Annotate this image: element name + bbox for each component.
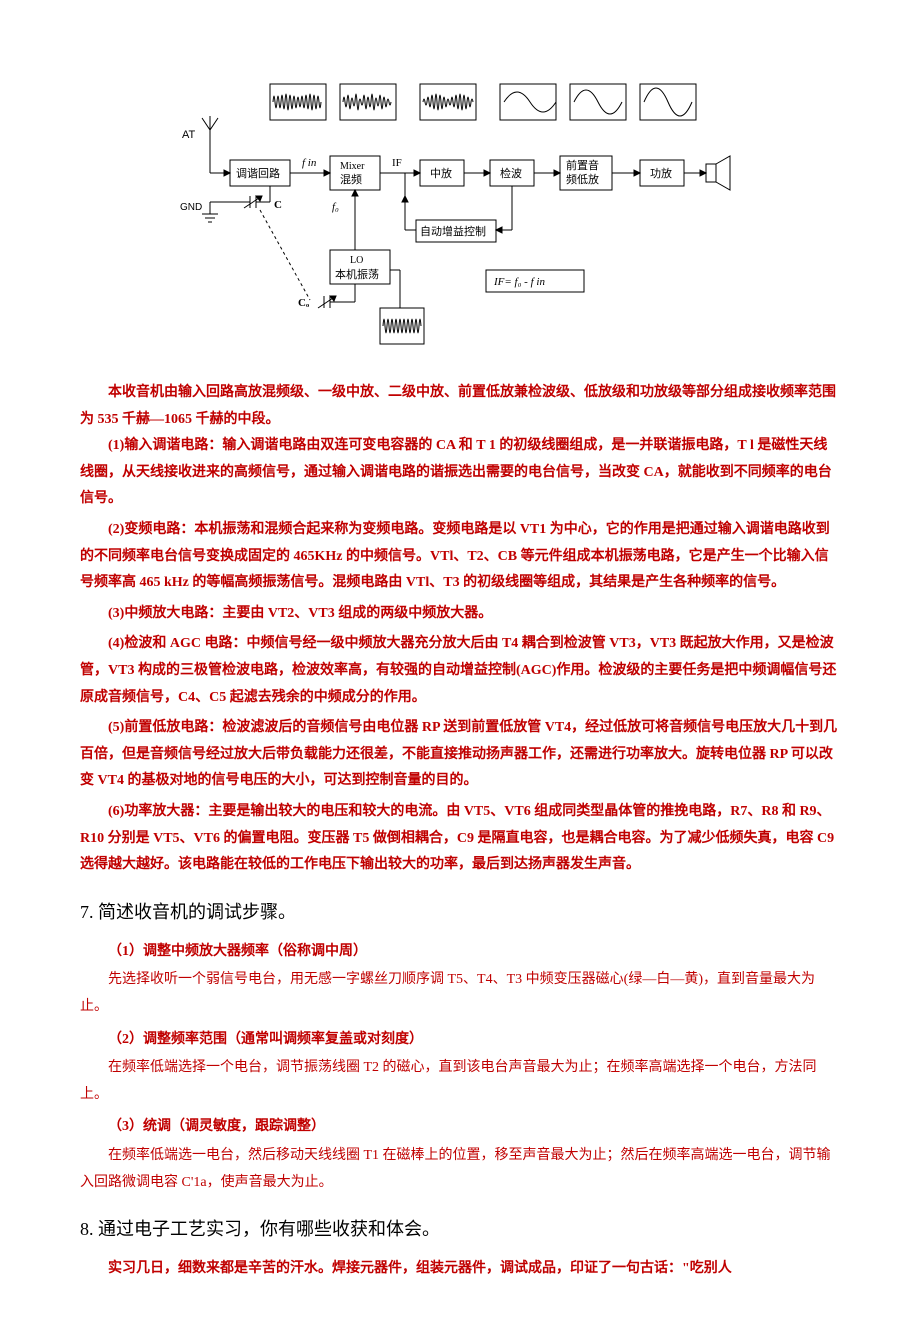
- fin-label: f in: [302, 157, 317, 169]
- tuning-label: 调谐回路: [236, 166, 280, 180]
- co-label: Cₒ: [298, 297, 309, 309]
- q7-step-title-1: （1）调整中频放大器频率（俗称调中周）: [80, 939, 840, 966]
- lo-label2: 本机振荡: [335, 267, 379, 281]
- intro-paragraph: 本收音机由输入回路高放混频级、一级中放、二级中放、前置低放兼检波级、低放级和功放…: [80, 380, 840, 433]
- c-label: C: [274, 199, 282, 211]
- section-prefix: (2): [108, 522, 124, 537]
- signal-box-3: [420, 84, 476, 120]
- q8-body: 实习几日，细数来都是辛苦的汗水。焊接元器件，组装元器件，调试成品，印证了一句古话…: [80, 1256, 840, 1283]
- section-prefix: (4): [108, 636, 124, 651]
- section-prefix: (1): [108, 438, 124, 453]
- signal-box-2: [340, 84, 396, 120]
- section-title: 功率放大器：: [124, 804, 208, 819]
- block-diagram: AT 调谐回路 Mixer 混频 中放 检波 前置音 频低放 功放: [80, 80, 840, 350]
- section-title: 前置低放电路：: [124, 720, 222, 735]
- poweramp-label: 功放: [650, 166, 672, 180]
- section-body: 主要由 VT2、VT3 组成的两级中频放大器。: [222, 606, 492, 621]
- speaker-icon: [706, 156, 730, 190]
- circuit-section-5: (5)前置低放电路：检波滤波后的音频信号由电位器 RP 送到前置低放管 VT4，…: [80, 715, 840, 795]
- signal-box-1: [270, 84, 326, 120]
- antenna-label: AT: [182, 129, 196, 141]
- circuit-section-4: (4)检波和 AGC 电路：中频信号经一级中频放大器充分放大后由 T4 耦合到检…: [80, 631, 840, 711]
- q8-heading: 8. 通过电子工艺实习，你有哪些收获和体会。: [80, 1212, 840, 1246]
- circuit-section-3: (3)中频放大电路：主要由 VT2、VT3 组成的两级中频放大器。: [80, 601, 840, 628]
- section-prefix: (6): [108, 804, 124, 819]
- antenna-symbol: [202, 116, 218, 160]
- signal-box-6: [640, 84, 696, 120]
- section-title: 输入调谐电路：: [124, 438, 222, 453]
- q7-step-title-2: （2）调整频率范围（通常叫调频率复盖或对刻度）: [80, 1027, 840, 1054]
- if-label: IF: [392, 157, 402, 169]
- lo-label1: LO: [350, 255, 363, 266]
- mixer-label1: Mixer: [340, 161, 365, 172]
- q7-step-title-3: （3）统调（调灵敏度，跟踪调整）: [80, 1114, 840, 1141]
- fo-label: f₀: [332, 201, 339, 213]
- agc-label: 自动增益控制: [420, 224, 486, 238]
- q7-step-body-3: 在频率低端选一电台，然后移动天线线圈 T1 在磁棒上的位置，移至声音最大为止；然…: [80, 1143, 840, 1196]
- q7-heading: 7. 简述收音机的调试步骤。: [80, 895, 840, 929]
- section-title: 中频放大电路：: [124, 606, 222, 621]
- q7-step-body-2: 在频率低端选择一个电台，调节振荡线圈 T2 的磁心，直到该电台声音最大为止；在频…: [80, 1055, 840, 1108]
- preamp-label2: 频低放: [566, 172, 599, 186]
- section-prefix: (5): [108, 720, 124, 735]
- preamp-label1: 前置音: [566, 158, 599, 172]
- signal-box-4: [500, 84, 556, 120]
- gnd-label: GND: [180, 202, 202, 213]
- ifamp-label: 中放: [430, 166, 452, 180]
- mixer-label2: 混频: [340, 172, 362, 186]
- q7-step-body-1: 先选择收听一个弱信号电台，用无感一字螺丝刀顺序调 T5、T4、T3 中频变压器磁…: [80, 967, 840, 1020]
- if-formula-label: IF= f₀ - f in: [493, 276, 545, 288]
- signal-box-5: [570, 84, 626, 120]
- section-prefix: (3): [108, 606, 124, 621]
- lo-signal-box: [380, 308, 424, 344]
- detector-label: 检波: [500, 166, 522, 180]
- section-title: 检波和 AGC 电路：: [124, 636, 246, 651]
- circuit-section-1: (1)输入调谐电路：输入调谐电路由双连可变电容器的 CA 和 T 1 的初级线圈…: [80, 433, 840, 513]
- circuit-section-2: (2)变频电路：本机振荡和混频合起来称为变频电路。变频电路是以 VT1 为中心，…: [80, 517, 840, 597]
- section-title: 变频电路：: [124, 522, 194, 537]
- circuit-section-6: (6)功率放大器：主要是输出较大的电压和较大的电流。由 VT5、VT6 组成同类…: [80, 799, 840, 879]
